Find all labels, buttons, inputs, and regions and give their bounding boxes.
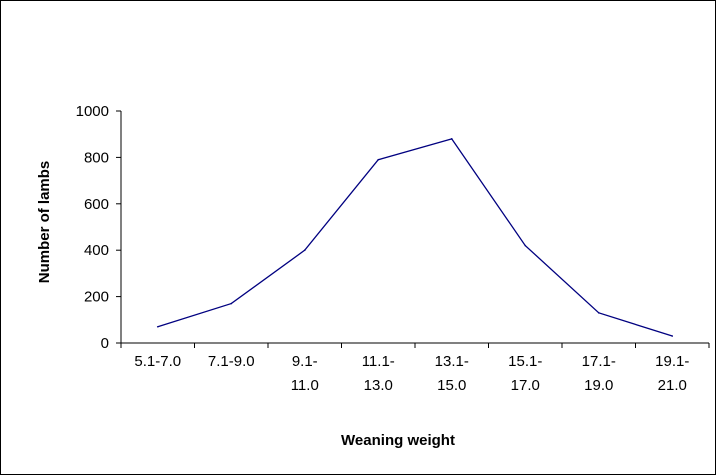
data-point [230, 302, 233, 305]
x-tick-label: 19.1-21.0 [655, 353, 689, 394]
data-point [450, 138, 453, 140]
data-point [156, 325, 159, 328]
data-point [377, 158, 380, 161]
x-axis-title: Weaning weight [341, 432, 455, 449]
data-point [597, 312, 600, 314]
y-tick-label: 400 [84, 242, 109, 259]
y-tick-label: 0 [101, 335, 109, 352]
series-line [157, 138, 673, 337]
data-point [524, 244, 527, 247]
x-ticks: 5.1-7.0 7.1-9.0 9.1-11.0 11.1-13.0 13.1-15.0… [120, 343, 710, 394]
y-tick-label: 800 [84, 149, 109, 166]
x-tick-label: 9.1-11.0 [291, 353, 319, 394]
data-point [303, 249, 306, 251]
data-point [671, 335, 674, 337]
y-axis-title: Number of lambs [36, 161, 53, 284]
x-tick-label: 15.1-17.0 [508, 353, 542, 394]
y-tick-label: 200 [84, 289, 109, 306]
x-tick-label: 17.1-19.0 [582, 353, 616, 394]
x-tick-label: 13.1-15.0 [435, 353, 469, 394]
x-tick-label: 5.1-7.0 [134, 353, 181, 370]
axes [120, 111, 709, 344]
y-tick-label: 600 [84, 196, 109, 213]
y-tick-label: 1000 [76, 103, 109, 120]
x-tick-label: 11.1-13.0 [362, 353, 395, 394]
x-tick-label: 7.1-9.0 [208, 353, 255, 370]
y-ticks: 0 200 400 600 800 1000 [76, 103, 121, 352]
